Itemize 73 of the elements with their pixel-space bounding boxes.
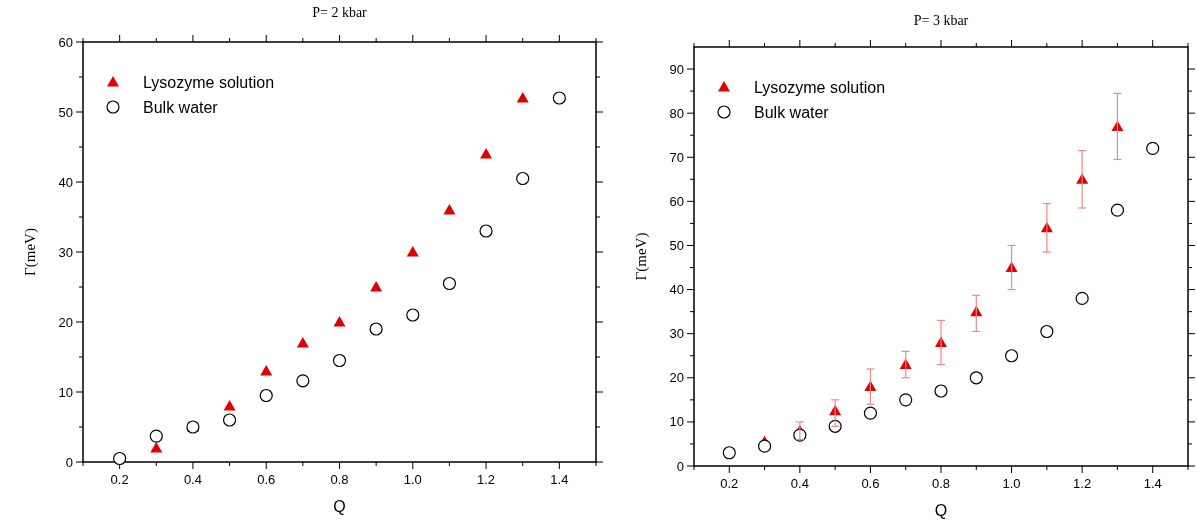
x-tick-label: 0.2 [110, 472, 129, 487]
point [1110, 203, 1125, 217]
point [332, 353, 347, 368]
y-tick-label: 80 [669, 105, 684, 121]
point [113, 451, 127, 466]
point [406, 308, 420, 322]
point [934, 384, 948, 398]
point [260, 365, 273, 376]
point [863, 406, 878, 420]
y-tick-label: 70 [669, 149, 684, 165]
x-axis-title: Q [333, 498, 346, 515]
point [296, 374, 310, 388]
y-tick-label: 60 [669, 193, 684, 209]
y-tick-label: 50 [58, 104, 73, 120]
point [223, 400, 236, 411]
point [369, 322, 383, 336]
point [296, 337, 309, 348]
y-axis-title: Γ(meV) [633, 232, 650, 281]
x-tick-label: 0.8 [330, 472, 349, 487]
y-tick-label: 90 [669, 61, 684, 77]
chart-title: P= 2 kbar [312, 5, 368, 20]
x-tick-label: 0.4 [790, 476, 809, 491]
x-axis-title: Q [934, 502, 948, 519]
y-tick-label: 30 [669, 326, 684, 342]
point [1146, 141, 1160, 156]
point [259, 388, 273, 403]
y-tick-label: 10 [58, 384, 73, 400]
y-tick-label: 10 [669, 414, 684, 430]
y-tick-label: 40 [669, 282, 684, 298]
x-tick-label: 1.0 [1002, 476, 1021, 491]
y-tick-label: 30 [58, 244, 73, 260]
y-tick-label: 0 [65, 454, 73, 470]
point [150, 442, 163, 453]
legend-label: Bulk water [143, 99, 219, 116]
x-tick-label: 0.6 [861, 476, 880, 491]
point [443, 204, 456, 215]
x-tick-label: 0.4 [183, 472, 202, 487]
legend-label: Lysozyme solution [143, 74, 275, 91]
point [552, 91, 566, 105]
y-tick-label: 50 [669, 237, 684, 253]
x-tick-label: 1.4 [550, 472, 569, 487]
point [149, 429, 163, 443]
x-tick-label: 1.2 [1073, 476, 1092, 491]
point [516, 171, 530, 186]
x-tick-label: 0.8 [931, 476, 951, 491]
point [722, 446, 736, 460]
x-tick-label: 0.6 [257, 472, 276, 487]
point [333, 316, 346, 327]
point [516, 92, 529, 103]
point [1075, 291, 1089, 305]
point [479, 224, 493, 238]
x-tick-label: 1.0 [403, 472, 422, 487]
point [969, 371, 983, 385]
point [370, 281, 383, 292]
y-tick-label: 20 [58, 314, 73, 330]
point [1004, 349, 1019, 363]
x-tick-label: 1.4 [1143, 476, 1162, 491]
legend-label: Bulk water [754, 104, 830, 121]
x-tick-label: 0.2 [720, 476, 739, 491]
x-tick-label: 1.2 [477, 472, 496, 487]
chart-title: P= 3 kbar [913, 13, 969, 28]
y-tick-label: 60 [58, 34, 73, 50]
y-axis-title: Γ(meV) [22, 228, 39, 276]
point [480, 148, 493, 159]
point [1040, 324, 1054, 339]
y-tick-label: 20 [669, 370, 684, 386]
legend-label: Lysozyme solution [754, 79, 886, 96]
point [442, 276, 457, 291]
point [222, 413, 237, 427]
point [406, 246, 419, 257]
point [757, 439, 772, 453]
y-tick-label: 40 [58, 174, 73, 190]
y-tick-label: 0 [676, 458, 684, 474]
